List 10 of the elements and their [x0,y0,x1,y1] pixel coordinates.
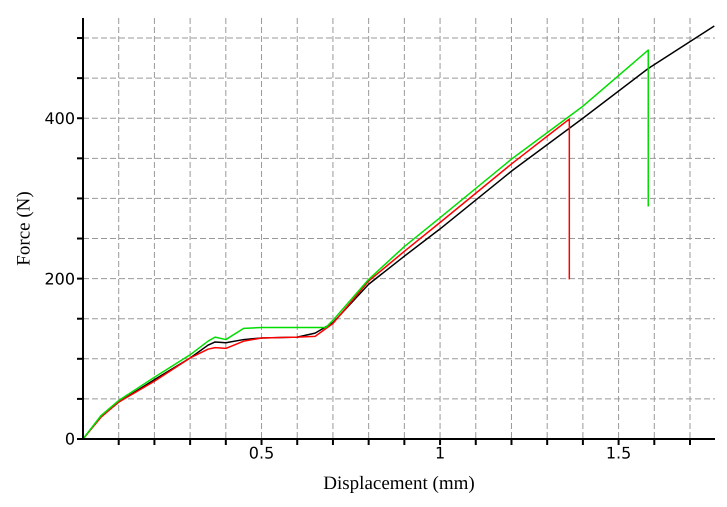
y-axis-title: Force (N) [14,191,35,266]
line-series [83,118,570,439]
y-tick-label: 400 [44,108,75,128]
x-tick-label: 1.5 [606,443,632,462]
y-tick-label: 200 [44,269,75,288]
x-axis-title: Displacement (mm) [323,473,475,494]
x-tick-label: 0.5 [248,443,274,462]
y-tick-label: 0 [64,430,75,449]
x-tick-label: 1 [434,443,446,462]
line-series [83,49,649,439]
